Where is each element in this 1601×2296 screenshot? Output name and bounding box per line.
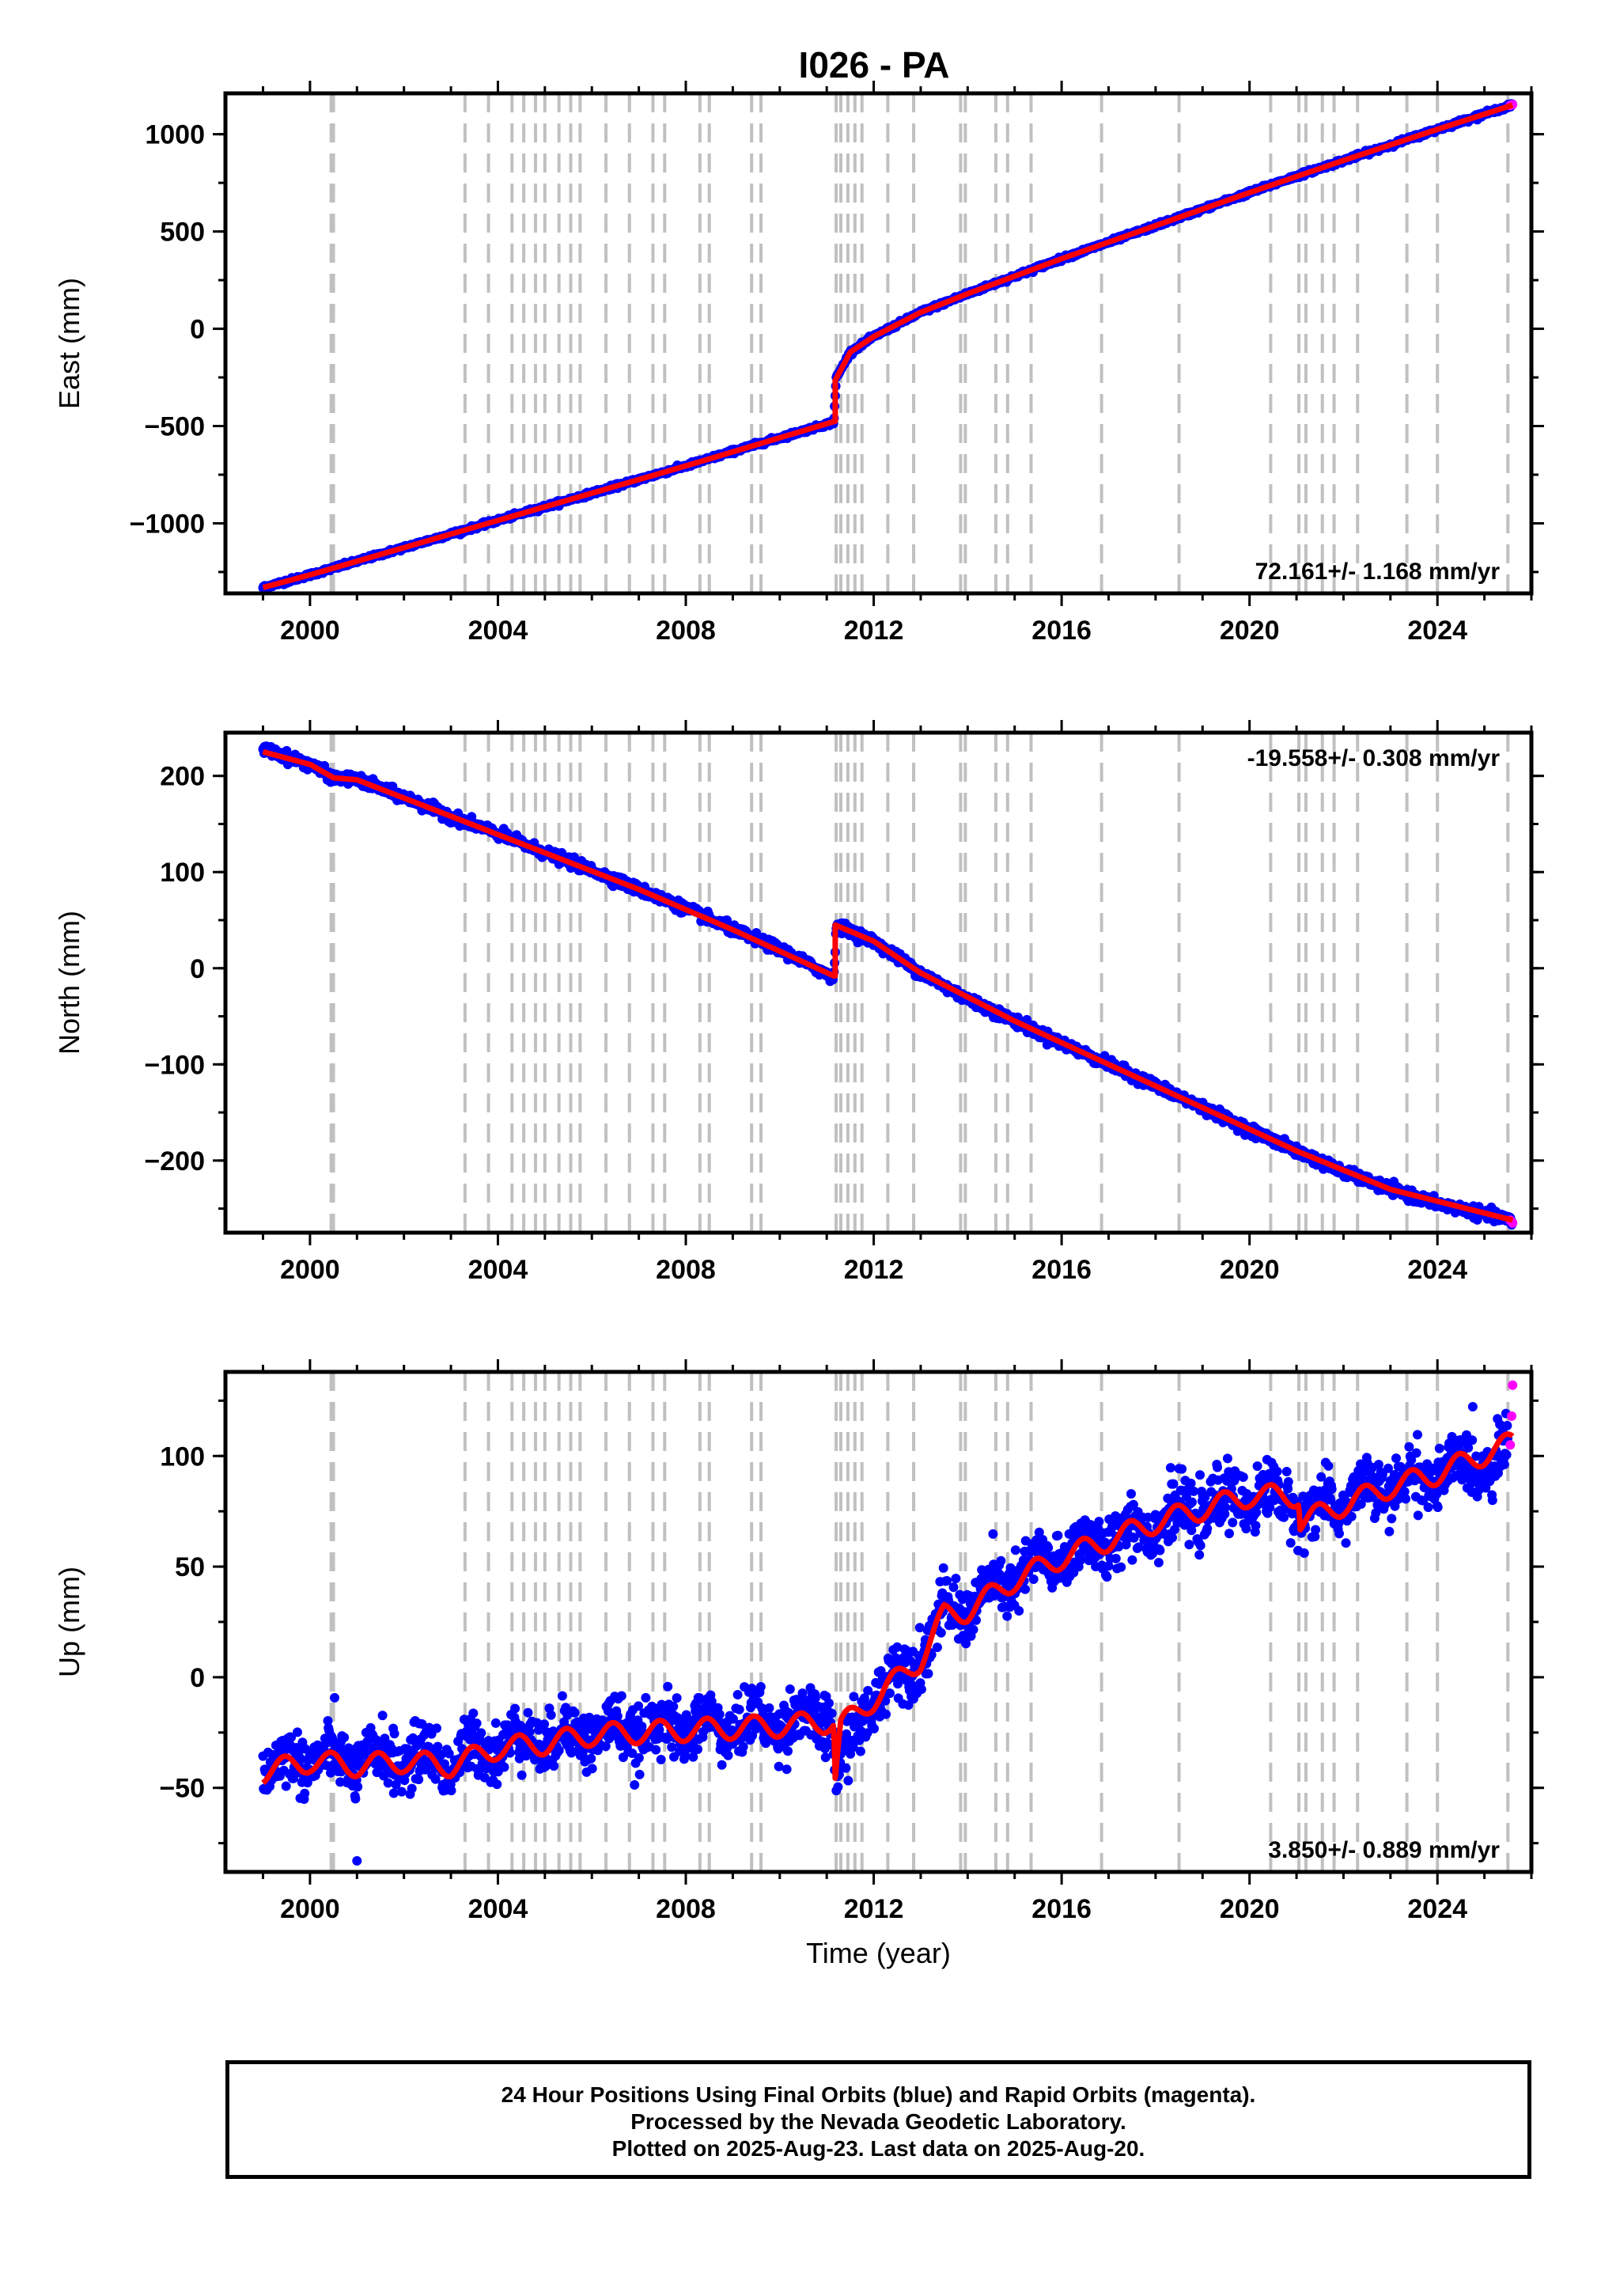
plot-area (258, 93, 1518, 593)
y-axis-label: North (mm) (53, 911, 85, 1055)
x-tick-label: 2012 (844, 616, 904, 646)
north-panel: 2000 2004 2008 2012 2016 2020 2024 −200 −100 0 100… (53, 720, 1544, 1285)
x-tick-label: 2000 (280, 1255, 340, 1285)
final-orbit-point (330, 1692, 339, 1703)
x-tick-label: 2008 (656, 616, 716, 646)
y-tick-label: 200 (160, 762, 205, 792)
x-tick-label: 2016 (1031, 616, 1092, 646)
final-orbit-point (335, 1777, 346, 1787)
final-orbit-point (281, 1781, 291, 1791)
final-orbit-point (293, 1727, 302, 1737)
x-tick-label: 2004 (468, 616, 528, 646)
final-orbit-point (321, 1760, 331, 1771)
y-tick-label: −200 (144, 1146, 205, 1176)
final-orbit-point (339, 1733, 350, 1742)
x-tick-label: 2020 (1220, 616, 1280, 646)
x-tick-label: 2004 (468, 1255, 528, 1285)
x-tick-label: 2024 (1407, 1255, 1467, 1285)
y-tick-label: 1000 (145, 120, 205, 150)
panel-frame (223, 730, 1534, 1235)
y-tick-label: 100 (160, 858, 205, 888)
plot-area (258, 733, 1518, 1233)
final-orbit-point (302, 1778, 312, 1788)
model-fit-line (262, 102, 1514, 590)
x-tick-label: 2020 (1220, 1255, 1280, 1285)
x-tick-label: 2024 (1407, 616, 1467, 646)
final-orbit-point (300, 1788, 310, 1798)
final-orbit-point (380, 1733, 390, 1744)
y-tick-label: 500 (160, 218, 205, 248)
x-tick-label: 2016 (1031, 1255, 1092, 1285)
x-tick-label: 2000 (280, 616, 340, 646)
y-tick-label: −100 (144, 1050, 205, 1080)
x-tick-label: 2012 (844, 1255, 904, 1285)
final-orbit-point (323, 1716, 333, 1726)
panel-frame (223, 91, 1534, 596)
final-orbit-point (326, 1767, 335, 1778)
final-orbit-point (350, 1794, 361, 1804)
y-tick-label: 0 (190, 315, 205, 345)
east-panel: 2000 2004 2008 2012 2016 2020 2024 −1000 −500 0 50… (53, 81, 1544, 646)
model-fit-line (262, 748, 1514, 1223)
y-tick-label: −500 (144, 412, 205, 442)
up-panel: 2000 2004 2008 2012 2016 2020 2024−50050100Up … (53, 1359, 1544, 1969)
final-orbit-point (353, 1782, 363, 1792)
chart-title: I026 - PA (799, 44, 950, 85)
x-tick-label: 2008 (656, 1255, 716, 1285)
velocity-label: 72.161+/- 1.168 mm/yr (1255, 559, 1501, 585)
plot-area (258, 1372, 1518, 1872)
velocity-label: -19.558+/- 0.308 mm/yr (1247, 745, 1501, 771)
y-axis-label: East (mm) (53, 278, 85, 409)
y-tick-label: 0 (190, 954, 205, 984)
final-orbit-point (377, 1711, 388, 1721)
y-tick-label: −1000 (130, 509, 206, 539)
final-orbits-series (258, 1402, 1513, 1804)
